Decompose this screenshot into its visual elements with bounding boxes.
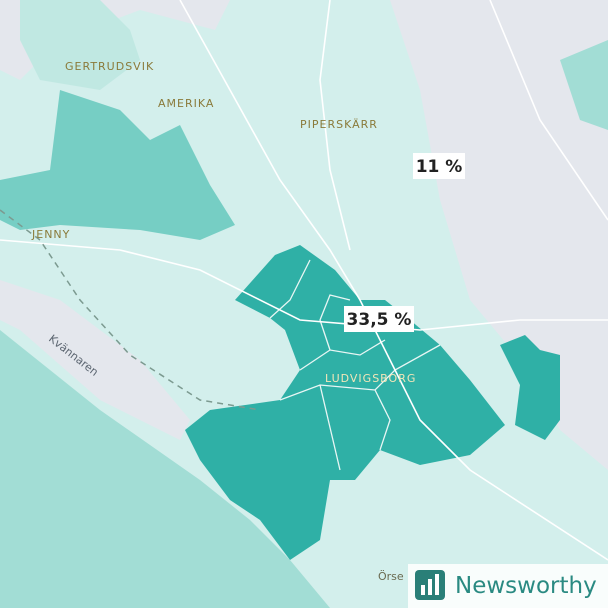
place-label: GERTRUDSVIK [65,60,154,73]
place-label: JENNY [31,228,70,241]
sea [560,40,608,130]
label-box [413,153,465,179]
region-medium [0,90,235,240]
region-dark [185,245,505,560]
label-box [344,306,414,332]
place-label: PIPERSKÄRR [300,118,378,131]
region-light [20,0,140,90]
value-label: 33,5 % [347,310,412,330]
sea [0,330,330,608]
region-dark [500,335,560,440]
railway [0,209,261,411]
place-label: Örse [378,570,404,583]
brand-logo [415,570,445,600]
water [390,0,608,470]
place-label: LUDVIGSBORG [325,372,416,385]
brand-name: Newsworthy [455,573,597,599]
value-label: 11 % [416,157,463,177]
water [0,280,190,440]
place-label: AMERIKA [158,97,214,110]
